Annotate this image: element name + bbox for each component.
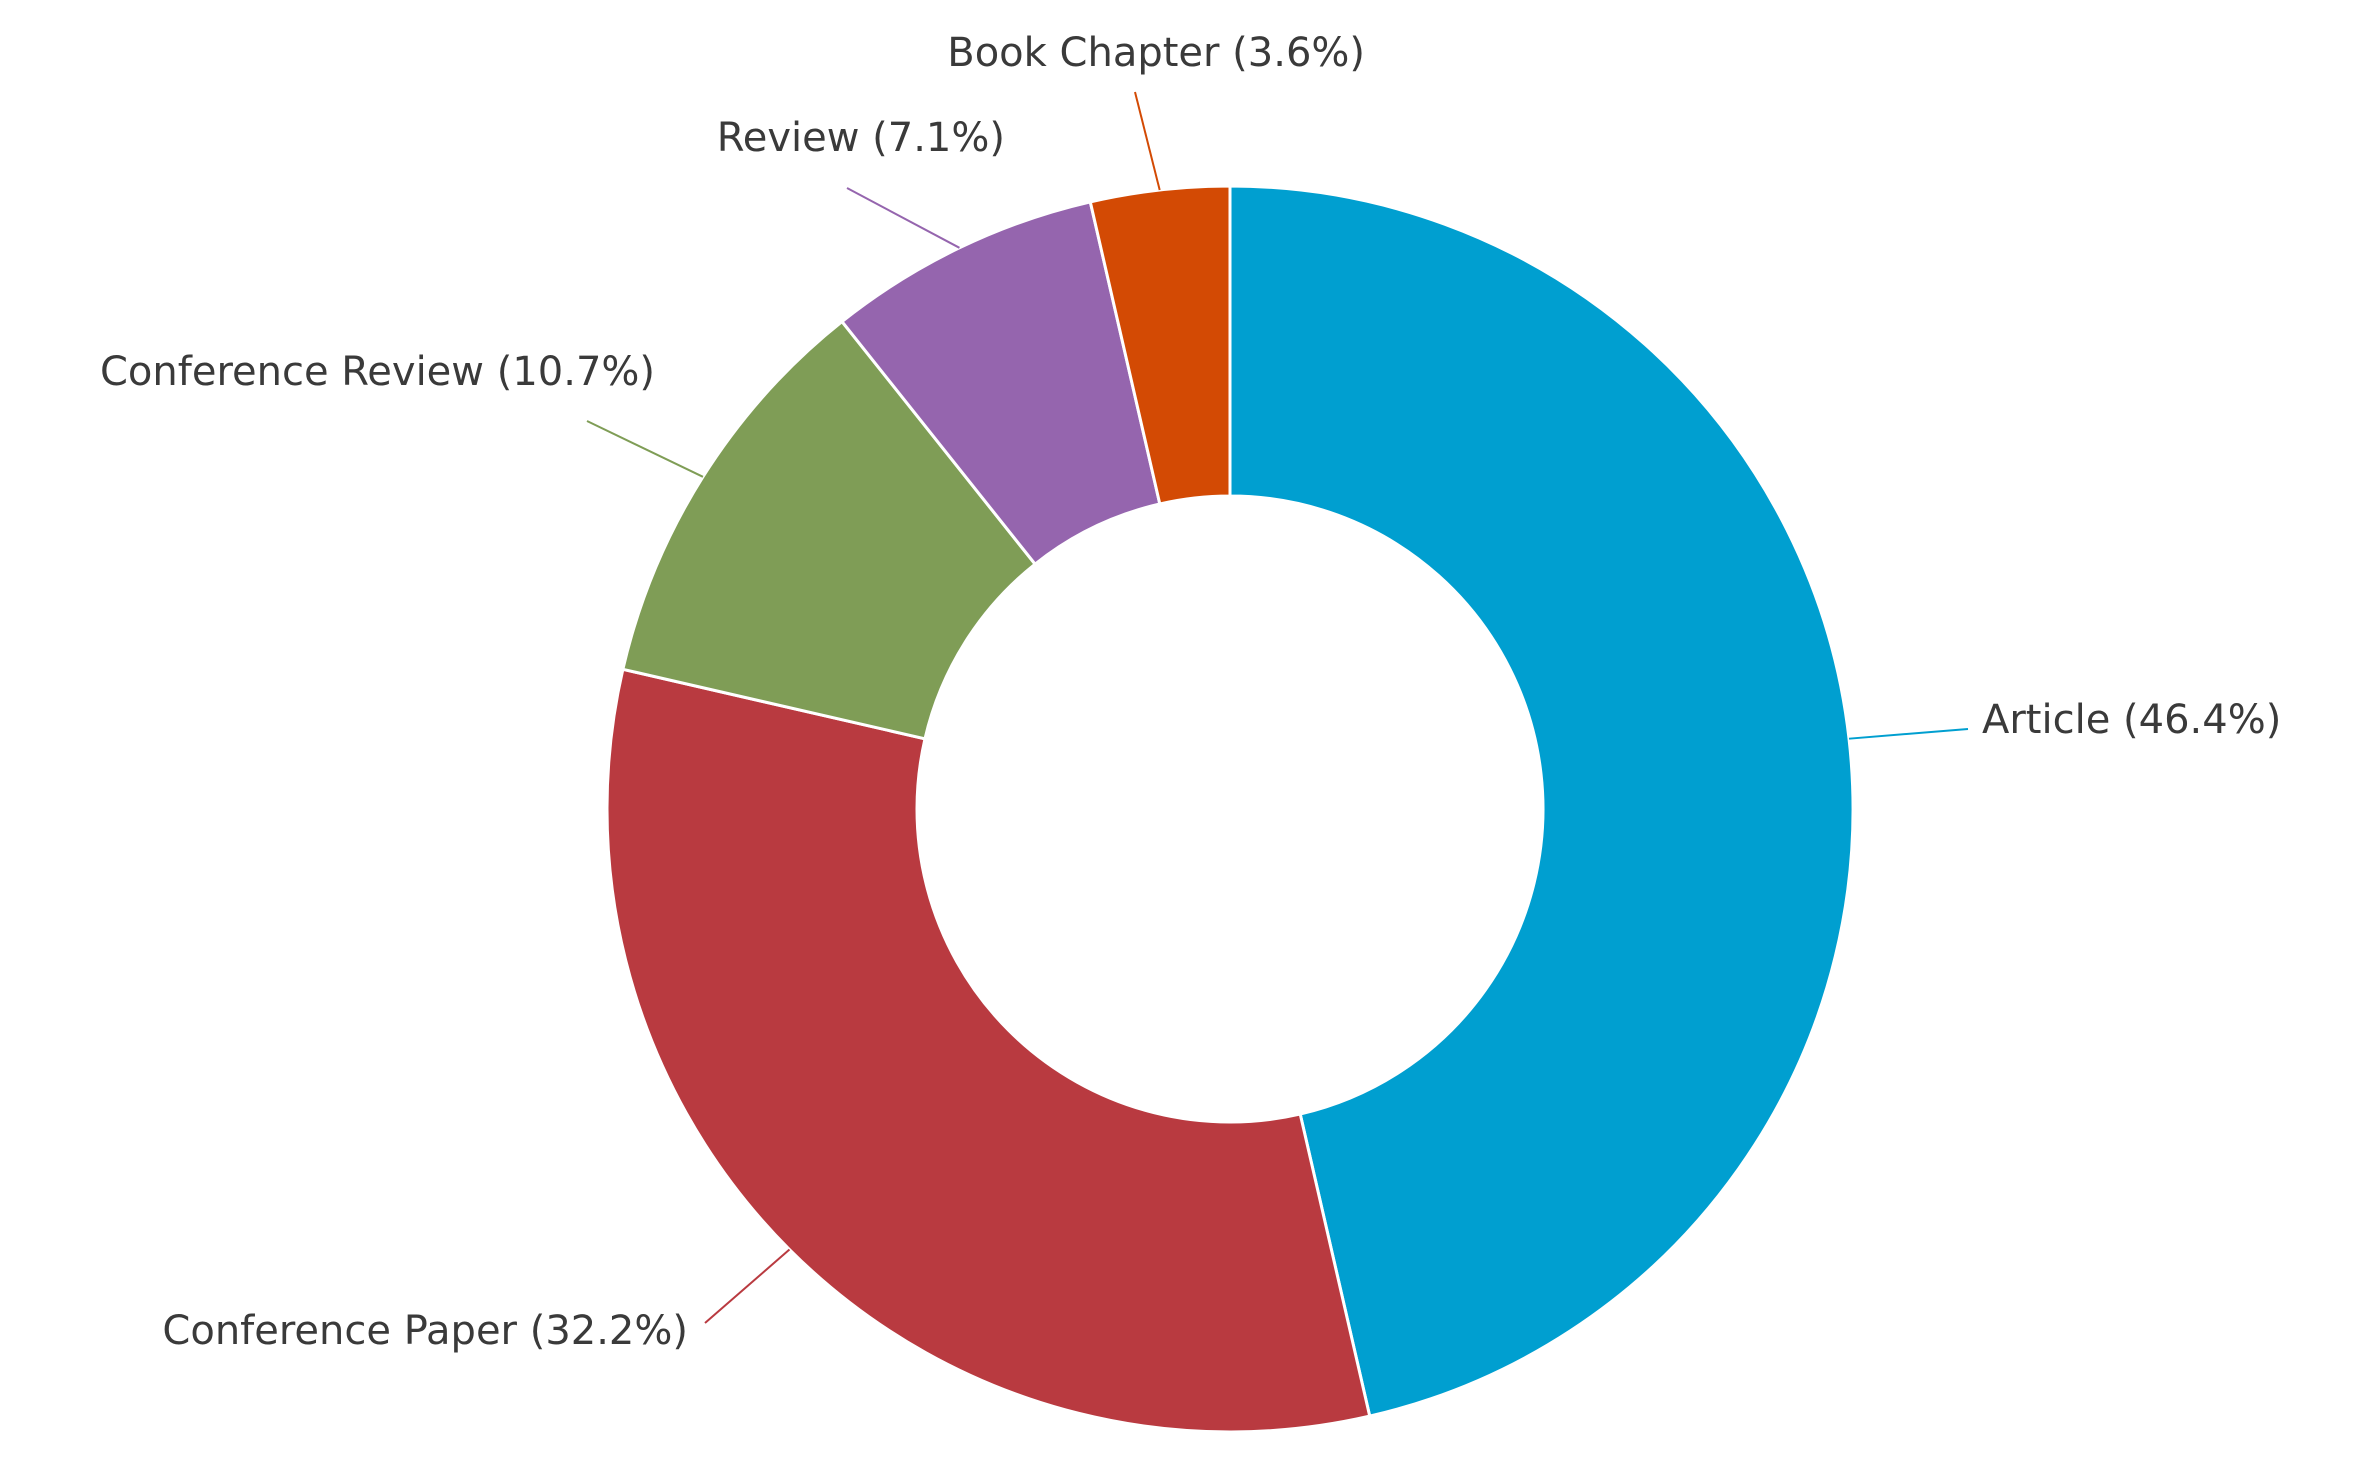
slice-article[interactable] — [1228, 184, 1855, 1418]
labels-group: Article (46.4%) Conference Paper (32.2%) C… — [100, 30, 2281, 1354]
data-label-conference-review: Conference Review (10.7%) — [100, 349, 655, 395]
leader-line-conference-review — [586, 420, 704, 478]
slice-conference-paper[interactable] — [605, 667, 1372, 1434]
leader-lines-group — [586, 91, 1969, 1324]
data-label-review: Review (7.1%) — [717, 115, 1005, 161]
data-label-book-chapter: Book Chapter (3.6%) — [947, 30, 1365, 76]
slices-group — [605, 184, 1855, 1434]
leader-line-conference-paper — [704, 1248, 791, 1324]
leader-line-article — [1848, 728, 1969, 740]
leader-line-review — [846, 187, 960, 249]
slice-book-chapter[interactable] — [1088, 184, 1232, 506]
slice-conference-review[interactable] — [621, 319, 1038, 741]
leader-line-book-chapter — [1134, 91, 1161, 191]
data-label-conference-paper: Conference Paper (32.2%) — [162, 1308, 688, 1354]
data-label-article: Article (46.4%) — [1982, 697, 2281, 743]
